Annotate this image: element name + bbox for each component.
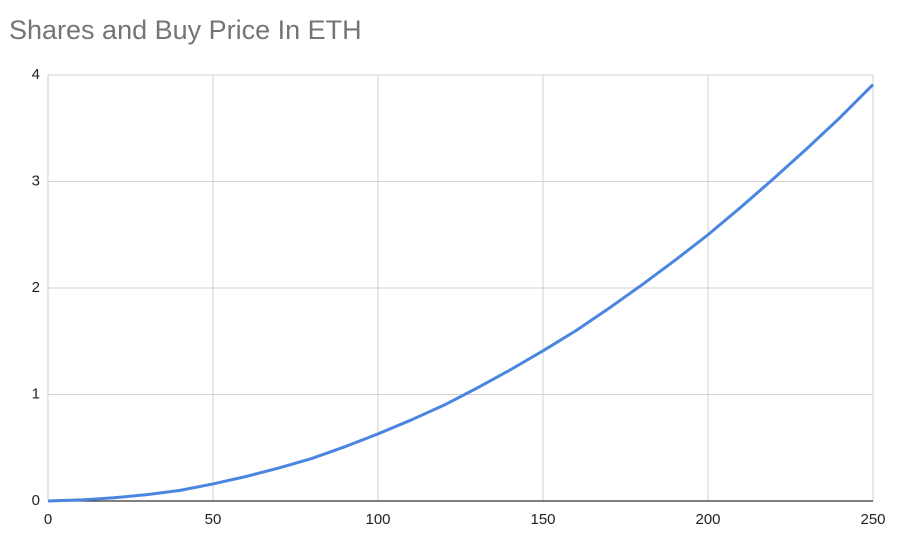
- x-tick-label: 100: [365, 511, 390, 528]
- y-tick-label: 3: [32, 172, 40, 189]
- chart-title: Shares and Buy Price In ETH: [9, 15, 362, 45]
- x-tick-label: 150: [530, 511, 555, 528]
- y-tick-label: 4: [32, 66, 40, 83]
- y-tick-label: 1: [32, 385, 40, 402]
- x-tick-label: 50: [205, 511, 222, 528]
- x-tick-label: 250: [860, 511, 885, 528]
- x-tick-label: 0: [44, 511, 52, 528]
- data-line: [47, 83, 875, 503]
- y-tick-label: 2: [32, 279, 40, 296]
- y-tick-label: 0: [32, 492, 40, 509]
- x-tick-label: 200: [695, 511, 720, 528]
